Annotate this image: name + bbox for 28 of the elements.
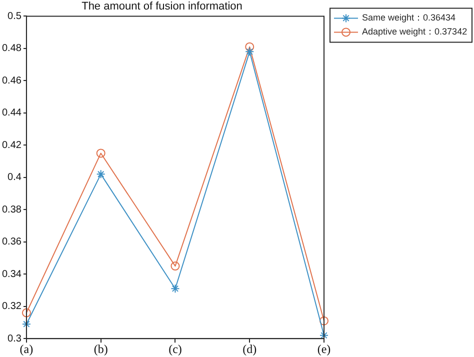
legend-label: Same weight：0.36434 (362, 12, 456, 23)
point (96, 170, 106, 179)
y-tick-label: 0.34 (2, 268, 22, 280)
y-tick-label: 0.44 (2, 108, 22, 119)
point (245, 47, 254, 56)
chart-title: The amount of fusion information (82, 0, 242, 13)
point (320, 316, 328, 326)
y-tick-label: 0.5 (8, 10, 22, 22)
y-tick-label: 0.48 (2, 43, 22, 54)
y-tick-label: 0.4 (8, 172, 22, 184)
y-tick-label: 0.36 (2, 236, 22, 248)
y-tick-label: 0.38 (2, 204, 22, 216)
legend-label: Adaptive weight：0.37342 (362, 26, 468, 37)
x-tick-label: (a) (20, 342, 34, 356)
point (96, 148, 106, 158)
x-tick-label: (b) (94, 342, 108, 356)
x-tick-label: (e) (317, 342, 331, 356)
point (245, 42, 254, 52)
point (22, 320, 31, 329)
x-tick-label: (c) (168, 342, 182, 356)
x-tick-label: (d) (242, 342, 257, 356)
point (170, 284, 180, 294)
y-tick-label: 0.42 (2, 140, 22, 151)
point (170, 262, 180, 271)
y-tick-label: 0.3 (8, 333, 22, 344)
y-tick-label: 0.46 (2, 75, 22, 86)
y-tick-label: 0.32 (2, 301, 22, 312)
point (22, 308, 31, 318)
